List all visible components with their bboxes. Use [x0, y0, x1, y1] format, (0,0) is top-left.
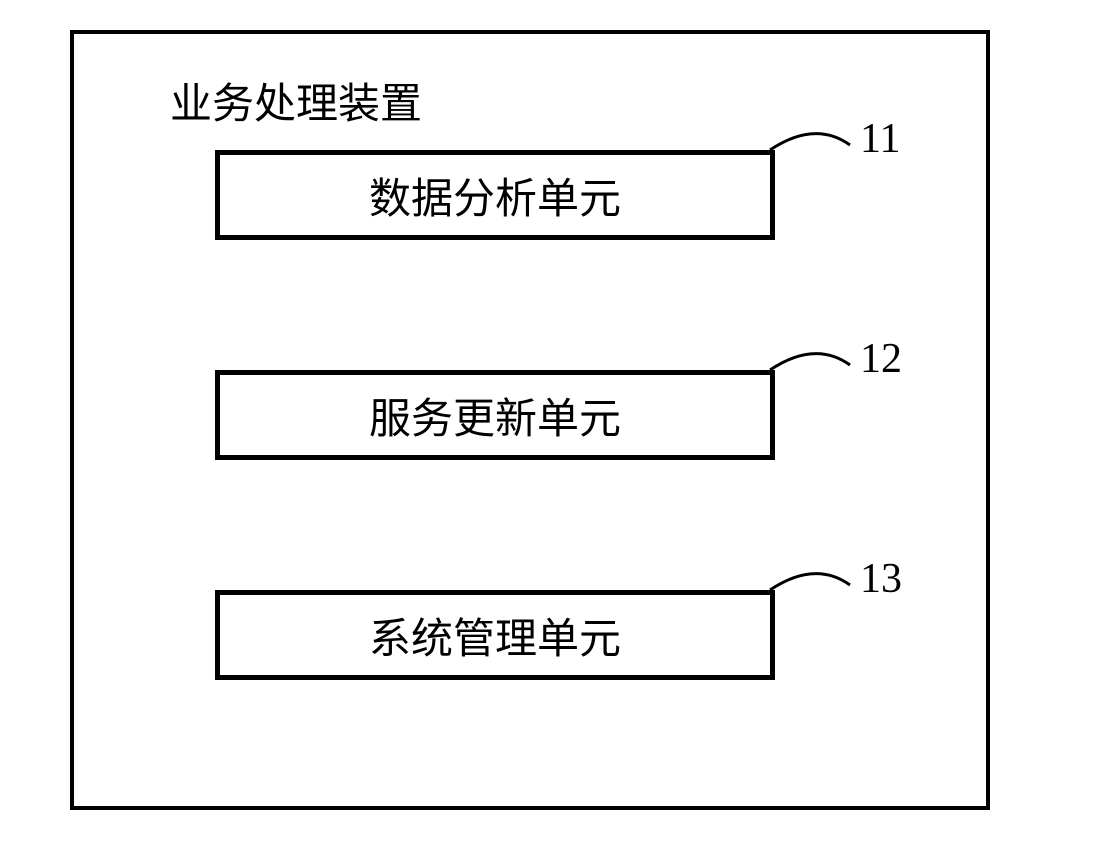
callout-line-13 [0, 0, 1104, 844]
callout-label-13: 13 [860, 555, 902, 603]
